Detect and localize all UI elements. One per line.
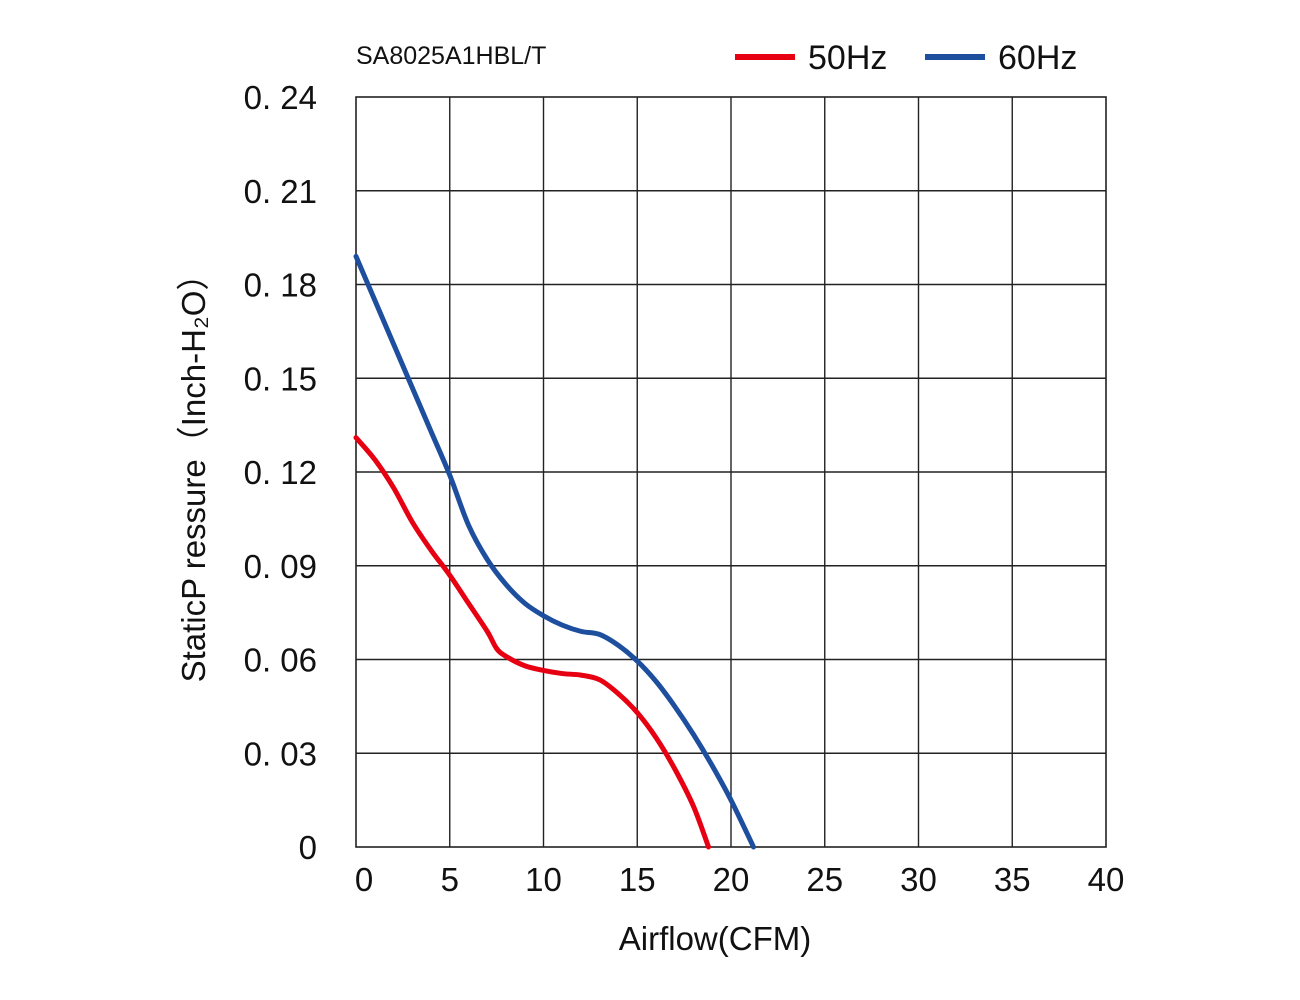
x-tick-label: 15 bbox=[619, 861, 656, 898]
y-axis-tick-labels: 0 0. 03 0. 06 0. 09 0. 12 0. 15 0. 18 0. 21 0. 2… bbox=[244, 79, 317, 866]
x-tick-label: 10 bbox=[525, 861, 562, 898]
x-tick-label: 35 bbox=[994, 861, 1031, 898]
y-tick-label: 0. 09 bbox=[244, 548, 317, 585]
x-tick-label: 0 bbox=[355, 861, 373, 898]
x-tick-label: 20 bbox=[713, 861, 750, 898]
chart-series bbox=[353, 253, 756, 850]
y-tick-label: 0. 18 bbox=[244, 267, 317, 304]
x-axis-tick-labels: 0 5 10 15 20 25 30 35 40 bbox=[355, 861, 1125, 898]
plot-frame bbox=[355, 96, 1107, 848]
y-tick-label: 0 bbox=[299, 829, 317, 866]
y-tick-label: 0. 15 bbox=[244, 360, 317, 397]
x-tick-label: 40 bbox=[1088, 861, 1125, 898]
x-tick-label: 5 bbox=[441, 861, 459, 898]
y-tick-label: 0. 06 bbox=[244, 642, 317, 679]
legend-label-60hz: 60Hz bbox=[998, 39, 1077, 77]
chart-title: SA8025A1HBL/T bbox=[356, 42, 546, 70]
legend-label-50hz: 50Hz bbox=[808, 39, 887, 77]
y-tick-label: 0. 24 bbox=[244, 79, 317, 116]
y-tick-label: 0. 12 bbox=[244, 454, 317, 491]
x-tick-label: 25 bbox=[806, 861, 843, 898]
chart-grid bbox=[356, 97, 1106, 847]
series-line-50hz bbox=[353, 435, 711, 850]
y-tick-label: 0. 21 bbox=[244, 173, 317, 210]
y-tick-label: 0. 03 bbox=[244, 735, 317, 772]
chart-legend: 50Hz 60Hz bbox=[735, 39, 1077, 77]
x-tick-label: 30 bbox=[900, 861, 937, 898]
series-line-60hz bbox=[353, 253, 756, 850]
x-axis-label: Airflow(CFM) bbox=[619, 920, 811, 957]
y-axis-label: StaticP ressure（Inch-H₂O） bbox=[175, 258, 212, 683]
